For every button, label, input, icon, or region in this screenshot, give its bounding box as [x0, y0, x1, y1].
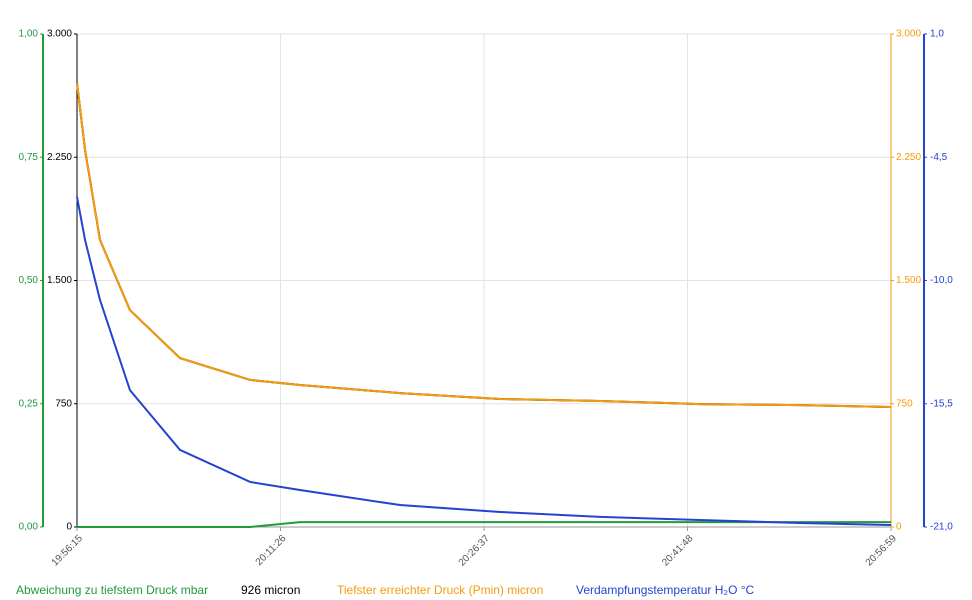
y-tick-label: 2.250: [47, 152, 72, 163]
y-tick-label: -21,0: [930, 522, 953, 533]
legend-entry: Tiefster erreichter Druck (Pmin) micron: [337, 583, 543, 597]
y-tick-label: 0,00: [19, 522, 39, 533]
y-tick-label: 0,50: [19, 275, 39, 286]
series-line: [76, 196, 892, 526]
y-tick-label: 3.000: [896, 29, 921, 40]
y-tick-label: 2.250: [896, 152, 921, 163]
y-tick-label: 3.000: [47, 29, 72, 40]
legend-entry: Verdampfungstemperatur H₂O °C: [576, 583, 755, 597]
y-tick-label: 750: [55, 398, 72, 409]
x-tick-label: 20:11:26: [254, 533, 289, 568]
x-tick-label: 20:26:37: [457, 533, 493, 569]
y-tick-label: -15,5: [930, 398, 953, 409]
legend-entry: Abweichung zu tiefstem Druck mbar: [16, 583, 208, 597]
x-tick-label: 20:41:48: [660, 533, 696, 569]
y-tick-label: -10,0: [930, 275, 953, 286]
y-tick-label: 1.500: [896, 275, 921, 286]
y-tick-label: 0,25: [19, 398, 39, 409]
series-line: [77, 521, 891, 528]
y-tick-label: 750: [896, 398, 913, 409]
y-tick-label: 1,0: [930, 29, 944, 40]
y-tick-label: 0: [896, 522, 902, 533]
legend-entry: 926 micron: [241, 583, 300, 597]
series-line: [76, 82, 892, 409]
y-tick-label: 0,75: [19, 152, 39, 163]
x-tick-label: 20:56:59: [864, 533, 900, 569]
y-tick-label: -4,5: [930, 152, 948, 163]
x-tick-label: 19:56:15: [50, 533, 86, 569]
y-tick-label: 1,00: [19, 29, 39, 40]
y-tick-label: 1.500: [47, 275, 72, 286]
y-tick-label: 0: [66, 522, 72, 533]
